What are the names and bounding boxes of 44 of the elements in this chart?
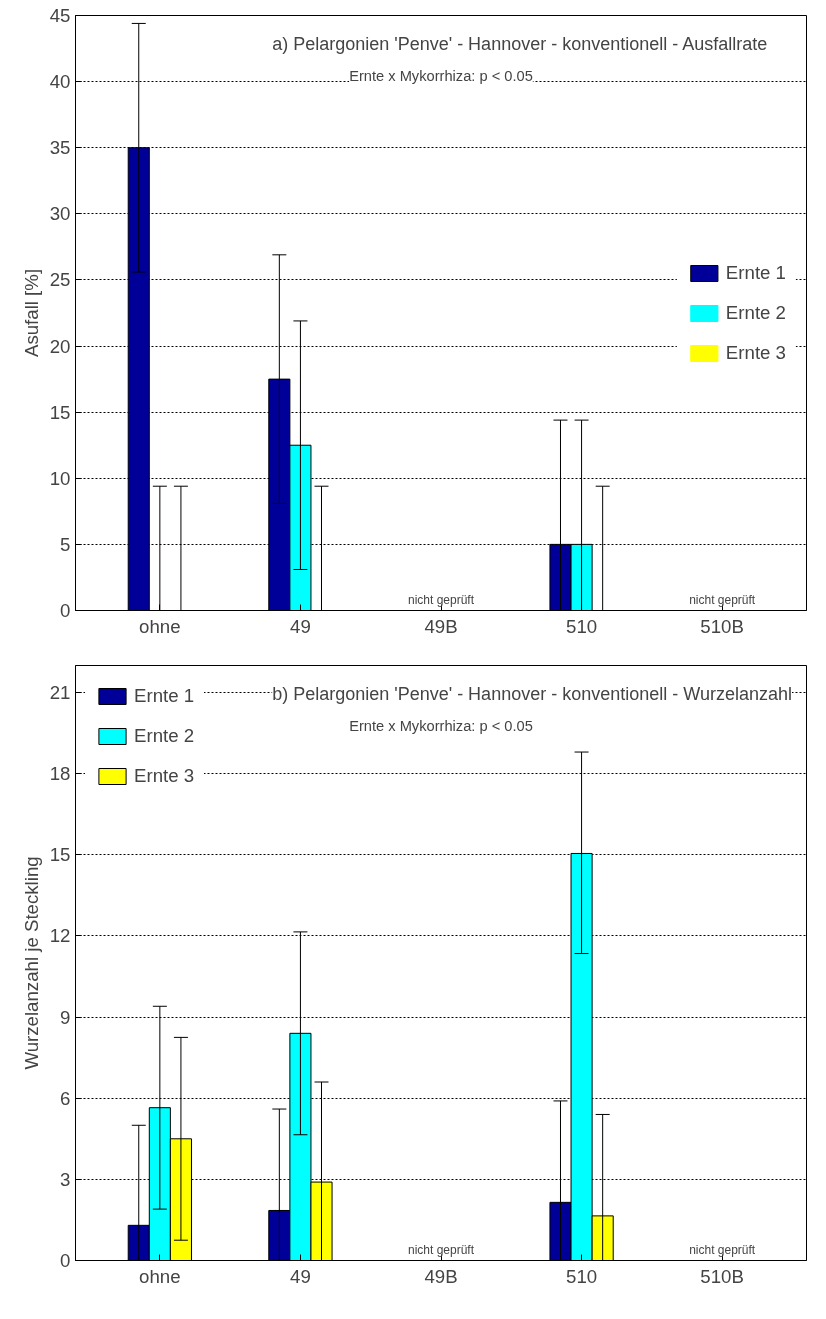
annotation: nicht geprüft [689, 1242, 756, 1257]
legend-label: Ernte 3 [134, 765, 195, 787]
y-tick-label: 35 [49, 137, 71, 159]
x-tick-label: 510B [700, 1265, 744, 1287]
y-tick-label: 30 [49, 203, 71, 225]
y-tick-label: 20 [49, 335, 71, 357]
legend-label: Ernte 2 [725, 301, 786, 324]
legend-label: Ernte 1 [725, 261, 786, 284]
annotation: nicht geprüft [407, 1242, 475, 1257]
y-tick-label: 3 [60, 1168, 71, 1190]
y-tick-label: 21 [49, 682, 71, 704]
legend-label: Ernte 3 [725, 341, 786, 364]
x-tick-label: ohne [139, 615, 181, 637]
y-tick-label: 6 [60, 1087, 71, 1109]
y-tick-label: 5 [60, 533, 71, 555]
y-tick-label: 0 [60, 600, 71, 621]
x-tick-label: 49B [424, 615, 458, 637]
y-tick-label: 12 [49, 925, 71, 947]
y-tick-label: 18 [49, 763, 71, 785]
x-tick-label: 510 [566, 615, 598, 637]
text: b) Pelargonien 'Penve' - Hannover - konventionell - Wurzelanzahl [272, 683, 792, 704]
annotation: Ernte x Mykorrhiza: p < 0.05 [349, 67, 533, 84]
legend-label: Ernte 1 [134, 685, 195, 707]
x-tick-label: 49 [290, 615, 311, 637]
y-tick-label: 9 [60, 1006, 71, 1028]
y-tick-label: 25 [49, 269, 71, 291]
x-tick-label: 510B [700, 615, 744, 637]
y-axis-title: Wurzelanzahl je Steckling [20, 856, 42, 1070]
text: a) Pelargonien 'Penve' - Hannover - konventionell - Ausfallrate [272, 33, 768, 54]
y-tick-label: 0 [60, 1250, 71, 1271]
x-tick-label: 510 [566, 1265, 598, 1287]
legend-label: Ernte 2 [134, 725, 195, 747]
y-tick-label: 10 [49, 467, 71, 489]
x-tick-label: ohne [139, 1265, 181, 1287]
x-tick-label: 49B [424, 1265, 458, 1287]
y-tick-label: 40 [49, 71, 71, 93]
x-tick-label: 49 [290, 1265, 311, 1287]
y-tick-label: 15 [49, 401, 71, 423]
annotation: nicht geprüft [407, 592, 475, 607]
annotation: nicht geprüft [689, 592, 756, 607]
annotation: Ernte x Mykorrhiza: p < 0.05 [349, 717, 533, 734]
y-axis-title: Asufall [%] [20, 268, 42, 358]
y-tick-label: 15 [49, 844, 71, 866]
y-tick-label: 45 [49, 5, 71, 26]
